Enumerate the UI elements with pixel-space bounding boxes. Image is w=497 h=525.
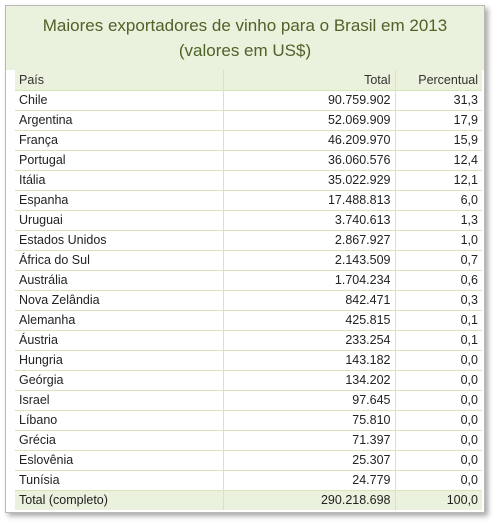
table-row: Tunísia 24.779 0,0 bbox=[15, 470, 482, 491]
total-cell: 46.209.970 bbox=[222, 130, 395, 151]
country-cell: Chile bbox=[15, 90, 223, 111]
percent-cell: 0,3 bbox=[394, 290, 482, 311]
total-cell: 2.867.927 bbox=[222, 230, 395, 251]
table-row: Itália 35.022.929 12,1 bbox=[15, 170, 482, 191]
percent-cell: 6,0 bbox=[394, 190, 482, 211]
total-cell: 842.471 bbox=[222, 290, 395, 311]
country-cell: Espanha bbox=[15, 190, 223, 211]
table-row: África do Sul 2.143.509 0,7 bbox=[15, 250, 482, 271]
total-cell: 425.815 bbox=[222, 310, 395, 331]
column-header-country: País bbox=[15, 70, 223, 91]
percent-cell: 0,0 bbox=[394, 370, 482, 391]
export-table-card: Maiores exportadores de vinho para o Bra… bbox=[5, 5, 485, 513]
total-cell: 24.779 bbox=[222, 470, 395, 491]
country-cell: Alemanha bbox=[15, 310, 223, 331]
total-row: Total (completo) 290.218.698 100,0 bbox=[15, 490, 482, 510]
table-row: Áustria 233.254 0,1 bbox=[15, 330, 482, 351]
total-cell: 1.704.234 bbox=[222, 270, 395, 291]
country-cell: Geórgia bbox=[15, 370, 223, 391]
title-line-1: Maiores exportadores de vinho para o Bra… bbox=[42, 16, 448, 35]
total-cell: 35.022.929 bbox=[222, 170, 395, 191]
country-cell: Tunísia bbox=[15, 470, 223, 491]
column-header-total: Total bbox=[222, 70, 395, 91]
table-row: Chile 90.759.902 31,3 bbox=[15, 90, 482, 111]
percent-cell: 31,3 bbox=[394, 90, 482, 111]
table-row: Austrália 1.704.234 0,6 bbox=[15, 270, 482, 291]
country-cell: Uruguai bbox=[15, 210, 223, 231]
percent-cell: 0,0 bbox=[394, 390, 482, 411]
country-cell: Hungria bbox=[15, 350, 223, 371]
total-cell: 71.397 bbox=[222, 430, 395, 451]
percent-cell: 0,1 bbox=[394, 310, 482, 331]
table-row: Geórgia 134.202 0,0 bbox=[15, 370, 482, 391]
table-row: Estados Unidos 2.867.927 1,0 bbox=[15, 230, 482, 251]
column-header-percent: Percentual bbox=[394, 70, 482, 91]
percent-cell: 12,4 bbox=[394, 150, 482, 171]
total-cell: 143.182 bbox=[222, 350, 395, 371]
percent-cell: 17,9 bbox=[394, 110, 482, 131]
country-cell: Austrália bbox=[15, 270, 223, 291]
country-cell: Itália bbox=[15, 170, 223, 191]
country-cell: Nova Zelândia bbox=[15, 290, 223, 311]
header-row: País Total Percentual bbox=[15, 70, 482, 91]
country-cell: Estados Unidos bbox=[15, 230, 223, 251]
table-row: Grécia 71.397 0,0 bbox=[15, 430, 482, 451]
percent-cell: 0,0 bbox=[394, 470, 482, 491]
percent-cell: 0,0 bbox=[394, 430, 482, 451]
percent-cell: 15,9 bbox=[394, 130, 482, 151]
country-cell: Eslovênia bbox=[15, 450, 223, 471]
total-cell: 90.759.902 bbox=[222, 90, 395, 111]
table-row: Eslovênia 25.307 0,0 bbox=[15, 450, 482, 471]
table-title: Maiores exportadores de vinho para o Bra… bbox=[6, 6, 484, 70]
percent-cell: 12,1 bbox=[394, 170, 482, 191]
total-cell: 97.645 bbox=[222, 390, 395, 411]
percent-cell: 1,3 bbox=[394, 210, 482, 231]
country-cell: Israel bbox=[15, 390, 223, 411]
table-row: Líbano 75.810 0,0 bbox=[15, 410, 482, 431]
total-cell: 36.060.576 bbox=[222, 150, 395, 171]
table-row: Nova Zelândia 842.471 0,3 bbox=[15, 290, 482, 311]
table-row: Espanha 17.488.813 6,0 bbox=[15, 190, 482, 211]
total-cell: 17.488.813 bbox=[222, 190, 395, 211]
country-cell: França bbox=[15, 130, 223, 151]
total-cell: 134.202 bbox=[222, 370, 395, 391]
percent-cell: 0,0 bbox=[394, 450, 482, 471]
total-cell: 2.143.509 bbox=[222, 250, 395, 271]
table-row: Argentina 52.069.909 17,9 bbox=[15, 110, 482, 131]
percent-cell: 0,7 bbox=[394, 250, 482, 271]
country-cell: Argentina bbox=[15, 110, 223, 131]
table-row: França 46.209.970 15,9 bbox=[15, 130, 482, 151]
table-row: Uruguai 3.740.613 1,3 bbox=[15, 210, 482, 231]
country-cell: Grécia bbox=[15, 430, 223, 451]
total-percent: 100,0 bbox=[394, 490, 482, 510]
percent-cell: 1,0 bbox=[394, 230, 482, 251]
percent-cell: 0,0 bbox=[394, 350, 482, 371]
total-label: Total (completo) bbox=[15, 490, 223, 510]
total-cell: 52.069.909 bbox=[222, 110, 395, 131]
table-row: Portugal 36.060.576 12,4 bbox=[15, 150, 482, 171]
country-cell: Líbano bbox=[15, 410, 223, 431]
total-cell: 3.740.613 bbox=[222, 210, 395, 231]
percent-cell: 0,0 bbox=[394, 410, 482, 431]
total-cell: 233.254 bbox=[222, 330, 395, 351]
exporters-table: País Total Percentual Chile 90.759.902 31,… bbox=[15, 70, 482, 510]
table-row: Israel 97.645 0,0 bbox=[15, 390, 482, 411]
country-cell: Portugal bbox=[15, 150, 223, 171]
title-line-2: (valores em US$) bbox=[178, 41, 312, 60]
country-cell: África do Sul bbox=[15, 250, 223, 271]
percent-cell: 0,1 bbox=[394, 330, 482, 351]
table-row: Hungria 143.182 0,0 bbox=[15, 350, 482, 371]
percent-cell: 0,6 bbox=[394, 270, 482, 291]
total-cell: 25.307 bbox=[222, 450, 395, 471]
total-value: 290.218.698 bbox=[222, 490, 395, 510]
total-cell: 75.810 bbox=[222, 410, 395, 431]
table-row: Alemanha 425.815 0,1 bbox=[15, 310, 482, 331]
table-body: Chile 90.759.902 31,3 Argentina 52.069.909 17… bbox=[15, 90, 482, 491]
country-cell: Áustria bbox=[15, 330, 223, 351]
